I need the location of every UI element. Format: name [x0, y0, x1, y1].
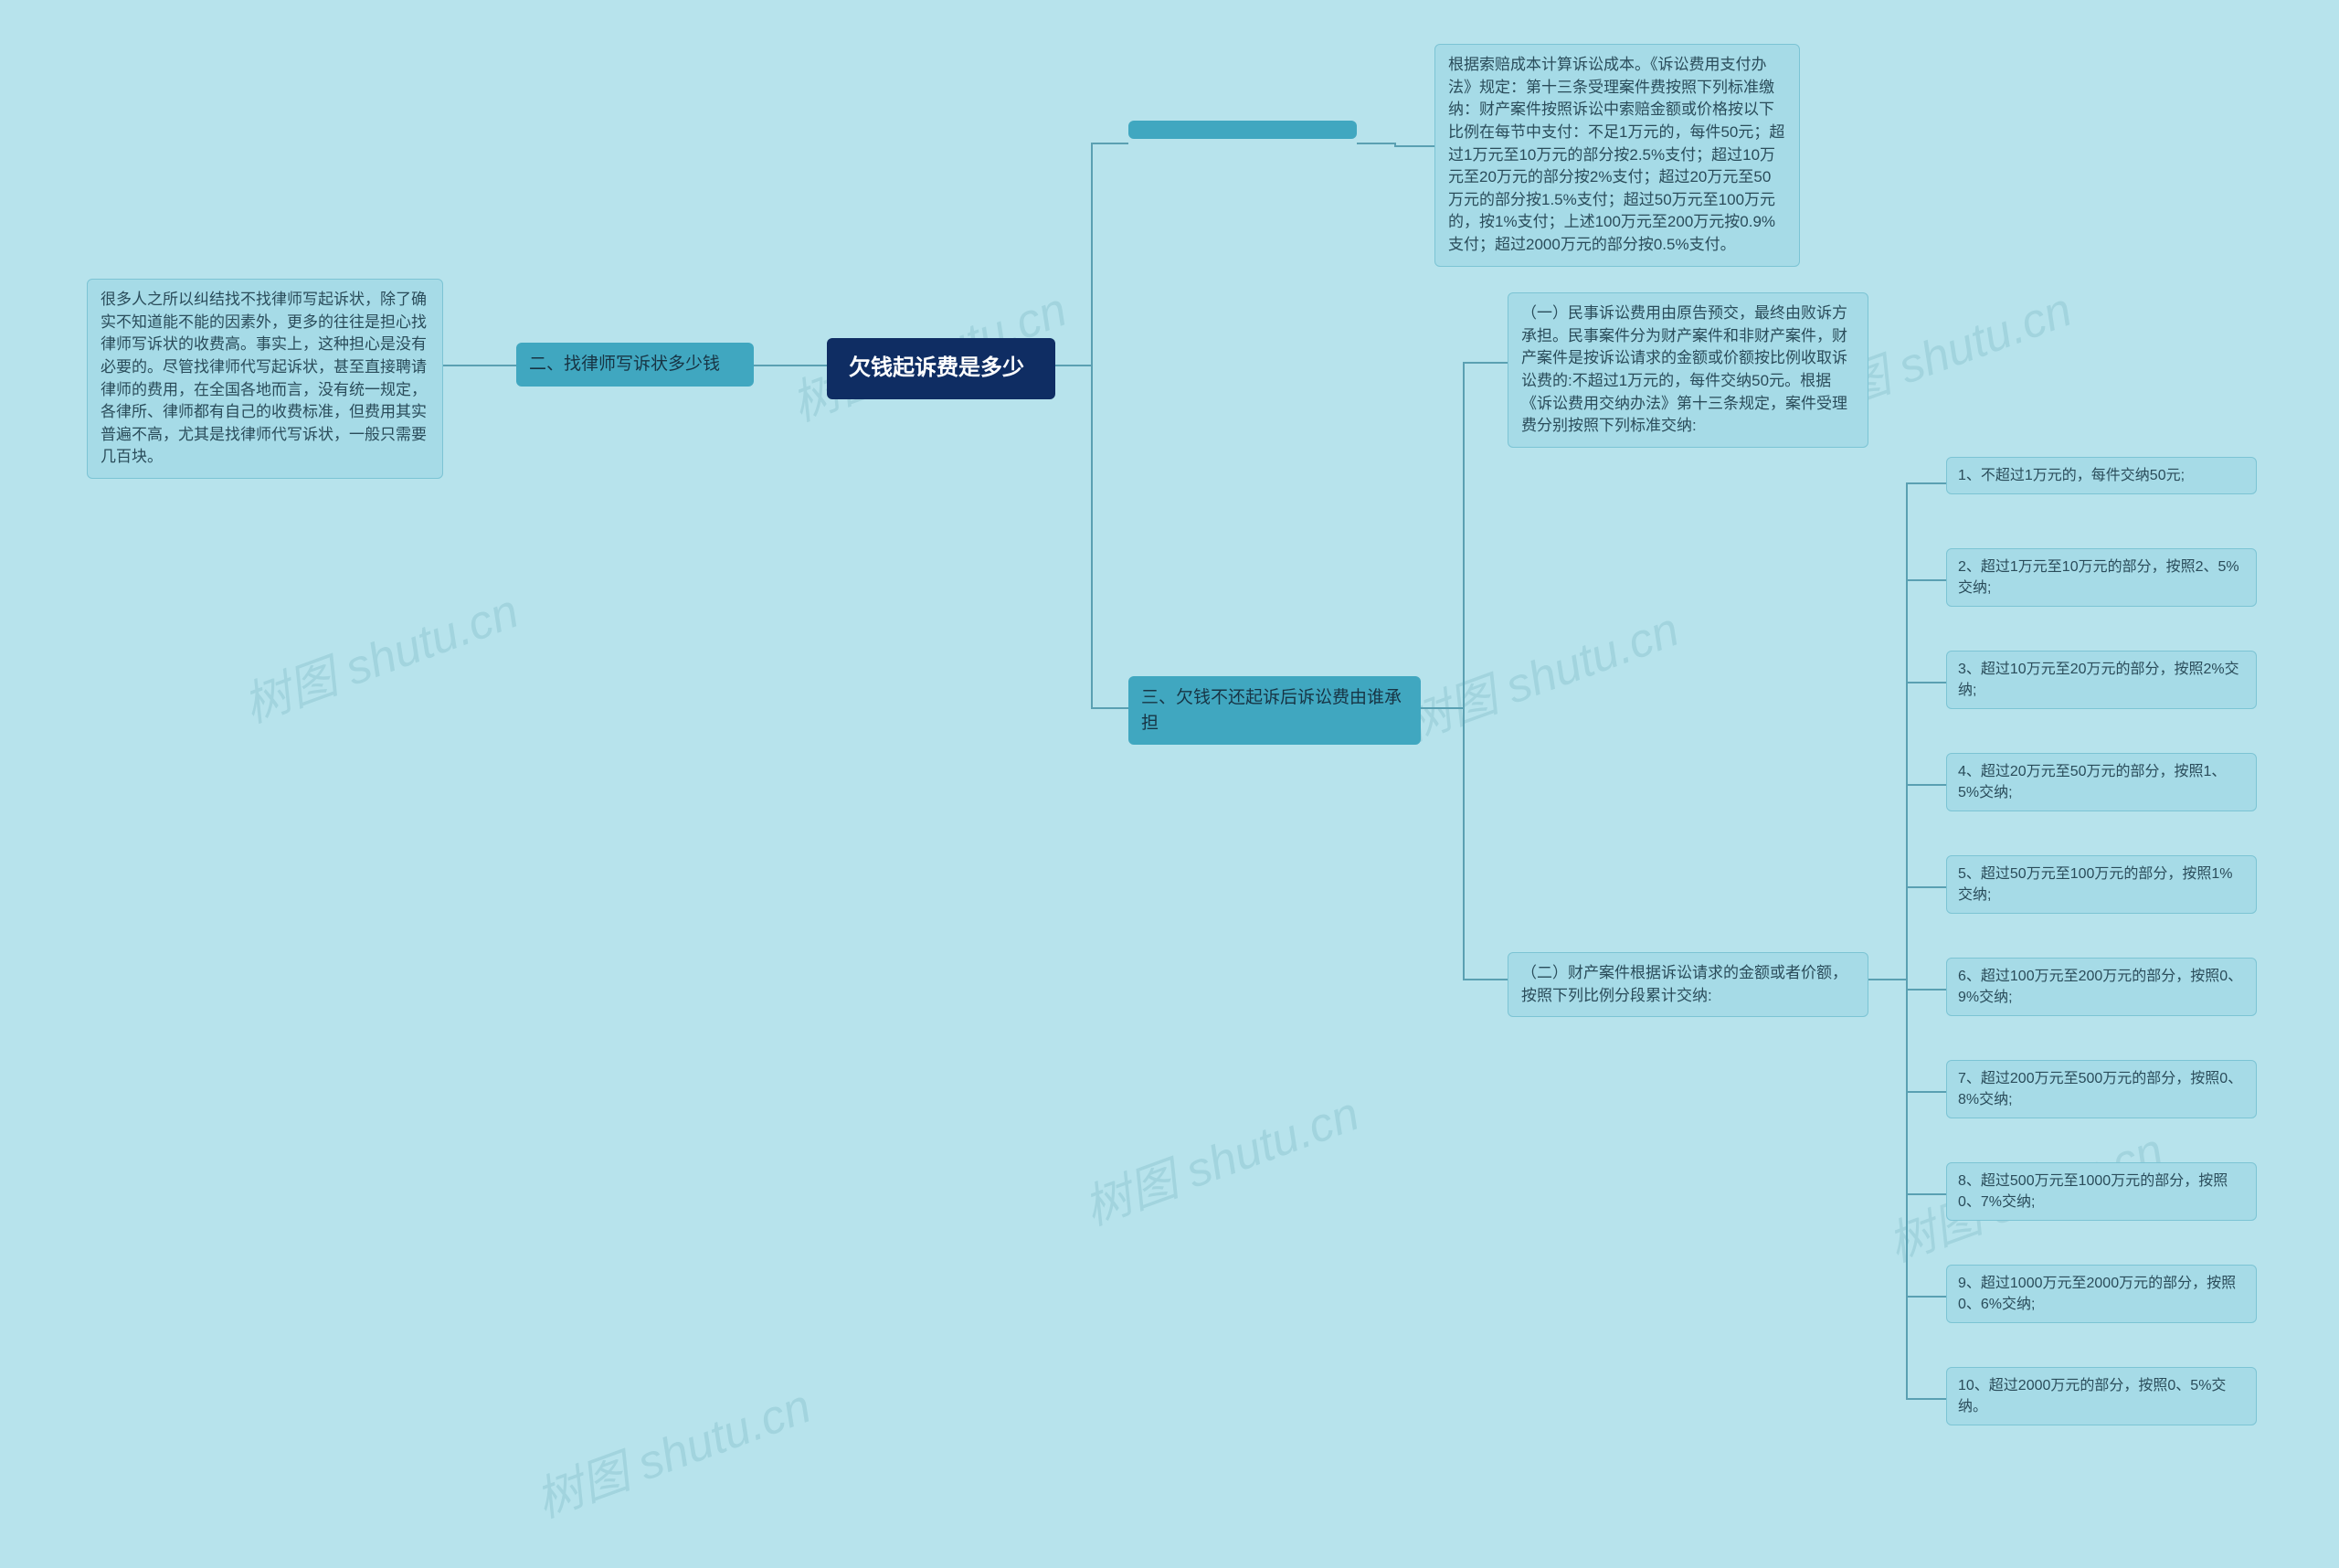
- tier-item-3: 3、超过10万元至20万元的部分，按照2%交纳;: [1946, 651, 2257, 709]
- leaf-who-bears-sub1: （一）民事诉讼费用由原告预交，最终由败诉方承担。民事案件分为财产案件和非财产案件…: [1508, 292, 1868, 448]
- leaf-court-fee-text: 根据索赔成本计算诉讼成本。《诉讼费用支付办法》规定：第十三条受理案件费按照下列标…: [1434, 44, 1800, 267]
- section-lawyer-fee[interactable]: 二、找律师写诉状多少钱: [516, 343, 754, 387]
- tier-item-10: 10、超过2000万元的部分，按照0、5%交纳。: [1946, 1367, 2257, 1425]
- leaf-lawyer-fee-text: 很多人之所以纠结找不找律师写起诉状，除了确实不知道能不能的因素外，更多的往往是担…: [87, 279, 443, 479]
- section-who-bears[interactable]: 三、欠钱不还起诉后诉讼费由谁承担: [1128, 676, 1421, 745]
- leaf-who-bears-sub2[interactable]: （二）财产案件根据诉讼请求的金额或者价额，按照下列比例分段累计交纳:: [1508, 952, 1868, 1017]
- tier-item-8: 8、超过500万元至1000万元的部分，按照0、7%交纳;: [1946, 1162, 2257, 1221]
- tier-item-7: 7、超过200万元至500万元的部分，按照0、8%交纳;: [1946, 1060, 2257, 1118]
- tier-item-1: 1、不超过1万元的，每件交纳50元;: [1946, 457, 2257, 494]
- watermark: 树图 shutu.cn: [232, 573, 526, 736]
- tier-item-9: 9、超过1000万元至2000万元的部分，按照0、6%交纳;: [1946, 1265, 2257, 1323]
- tier-item-5: 5、超过50万元至100万元的部分，按照1%交纳;: [1946, 855, 2257, 914]
- tier-item-2: 2、超过1万元至10万元的部分，按照2、5%交纳;: [1946, 548, 2257, 607]
- section-court-fee[interactable]: [1128, 121, 1357, 139]
- watermark: 树图 shutu.cn: [1073, 1075, 1367, 1238]
- watermark: 树图 shutu.cn: [1392, 591, 1687, 754]
- tier-item-6: 6、超过100万元至200万元的部分，按照0、9%交纳;: [1946, 958, 2257, 1016]
- root-node[interactable]: 欠钱起诉费是多少: [827, 338, 1055, 399]
- tier-item-4: 4、超过20万元至50万元的部分，按照1、5%交纳;: [1946, 753, 2257, 811]
- watermark: 树图 shutu.cn: [524, 1368, 819, 1531]
